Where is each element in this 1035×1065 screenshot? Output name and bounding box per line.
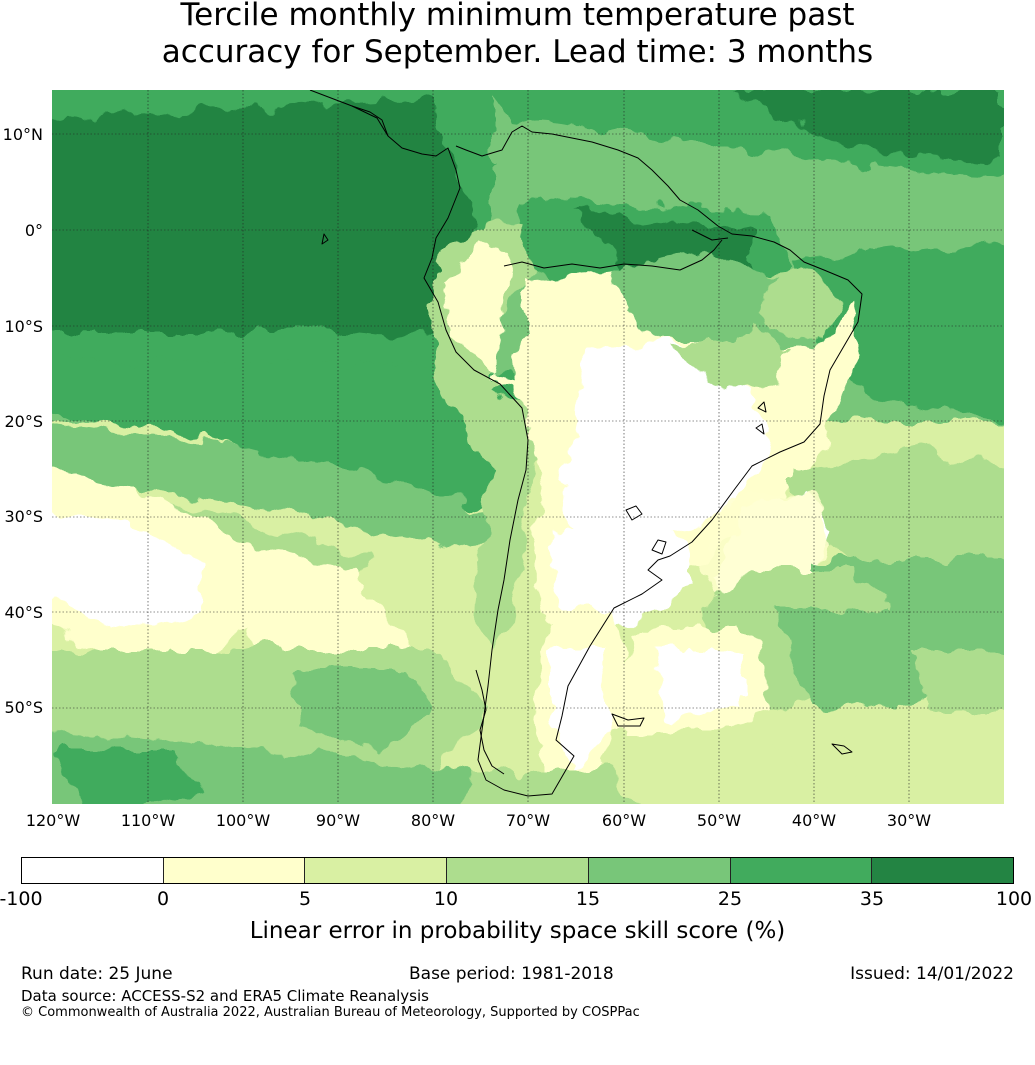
colorbar-tick: 0 (156, 888, 170, 910)
map-title: Tercile monthly minimum temperature past… (0, 0, 1035, 71)
colorbar-tick: 25 (717, 888, 743, 910)
base-period: Base period: 1981-2018 (409, 964, 614, 984)
lat-label-30s: 30°S (4, 507, 43, 526)
issued-date: Issued: 14/01/2022 (850, 964, 1014, 984)
lon-label-60w: 60°W (601, 811, 647, 830)
colorbar-tick: 35 (859, 888, 885, 910)
title-line-2: accuracy for September. Lead time: 3 mon… (161, 34, 874, 70)
colorbar-segment (872, 858, 1014, 883)
colorbar-tick: -100 (0, 888, 43, 910)
title-line-1: Tercile monthly minimum temperature past (180, 0, 855, 33)
colorbar-segment (163, 858, 306, 883)
colorbar-segment (447, 858, 589, 883)
lon-label-40w: 40°W (791, 811, 837, 830)
skill-score-map (52, 90, 1004, 804)
lon-label-80w: 80°W (410, 811, 456, 830)
data-source: Data source: ACCESS-S2 and ERA5 Climate … (21, 987, 429, 1005)
lon-label-30w: 30°W (886, 811, 932, 830)
colorbar-segment (730, 858, 873, 883)
lon-label-120w: 120°W (25, 811, 81, 830)
colorbar-segment (305, 858, 448, 883)
lon-label-110w: 110°W (120, 811, 176, 830)
lat-label-20s: 20°S (4, 412, 43, 431)
colorbar-segment (22, 858, 164, 883)
lon-label-50w: 50°W (696, 811, 742, 830)
coastline (309, 90, 863, 797)
lat-label-50s: 50°S (4, 698, 43, 717)
run-date: Run date: 25 June (21, 964, 173, 984)
lon-label-90w: 90°W (315, 811, 361, 830)
lat-label-10n: 10°N (2, 125, 43, 144)
lat-label-0: 0° (24, 221, 43, 240)
copyright: © Commonwealth of Australia 2022, Austra… (21, 1005, 640, 1020)
lat-label-40s: 40°S (4, 603, 43, 622)
colorbar-label: Linear error in probability space skill … (249, 918, 786, 944)
colorbar (21, 857, 1014, 884)
colorbar-tick: 15 (575, 888, 601, 910)
colorbar-segment (588, 858, 731, 883)
lon-label-70w: 70°W (505, 811, 551, 830)
colorbar-tick: 100 (995, 888, 1033, 910)
lon-label-100w: 100°W (215, 811, 271, 830)
lat-label-10s: 10°S (4, 317, 43, 336)
colorbar-tick: 10 (433, 888, 459, 910)
colorbar-tick: 5 (298, 888, 312, 910)
